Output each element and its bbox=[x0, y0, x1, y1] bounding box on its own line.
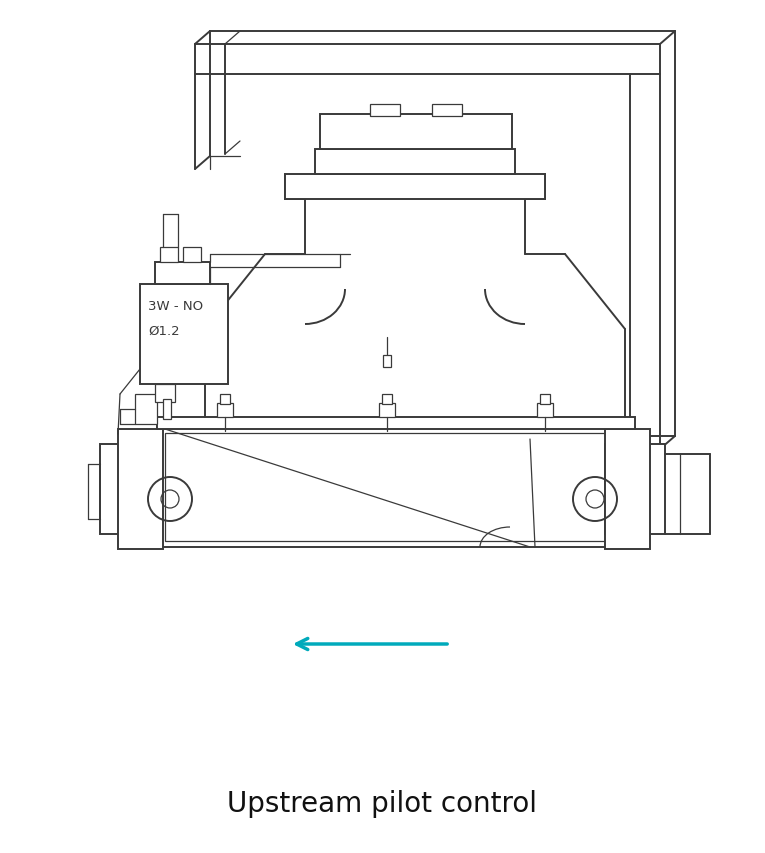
Text: Upstream pilot control: Upstream pilot control bbox=[227, 789, 538, 817]
Bar bbox=[118, 430, 163, 549]
Bar bbox=[315, 150, 515, 175]
Bar bbox=[155, 263, 210, 285]
Bar bbox=[432, 105, 462, 117]
Bar bbox=[605, 430, 650, 549]
Bar bbox=[370, 105, 400, 117]
Bar bbox=[100, 444, 160, 534]
Bar bbox=[157, 417, 635, 430]
Bar bbox=[140, 285, 228, 385]
Bar bbox=[320, 115, 512, 150]
Text: 3W - NO: 3W - NO bbox=[148, 299, 203, 313]
Bar bbox=[220, 395, 230, 404]
Bar bbox=[540, 395, 550, 404]
Bar bbox=[155, 385, 175, 403]
Bar bbox=[183, 247, 201, 263]
Bar bbox=[382, 395, 392, 404]
Bar bbox=[605, 444, 665, 534]
Bar bbox=[285, 175, 545, 200]
Bar bbox=[157, 427, 635, 548]
Bar bbox=[217, 403, 233, 417]
Bar bbox=[165, 433, 627, 542]
Bar bbox=[160, 247, 178, 263]
Bar bbox=[135, 395, 157, 425]
Bar bbox=[163, 399, 171, 420]
Text: Ø1.2: Ø1.2 bbox=[148, 325, 180, 338]
Bar bbox=[383, 356, 391, 368]
Bar bbox=[537, 403, 553, 417]
Bar bbox=[379, 403, 395, 417]
